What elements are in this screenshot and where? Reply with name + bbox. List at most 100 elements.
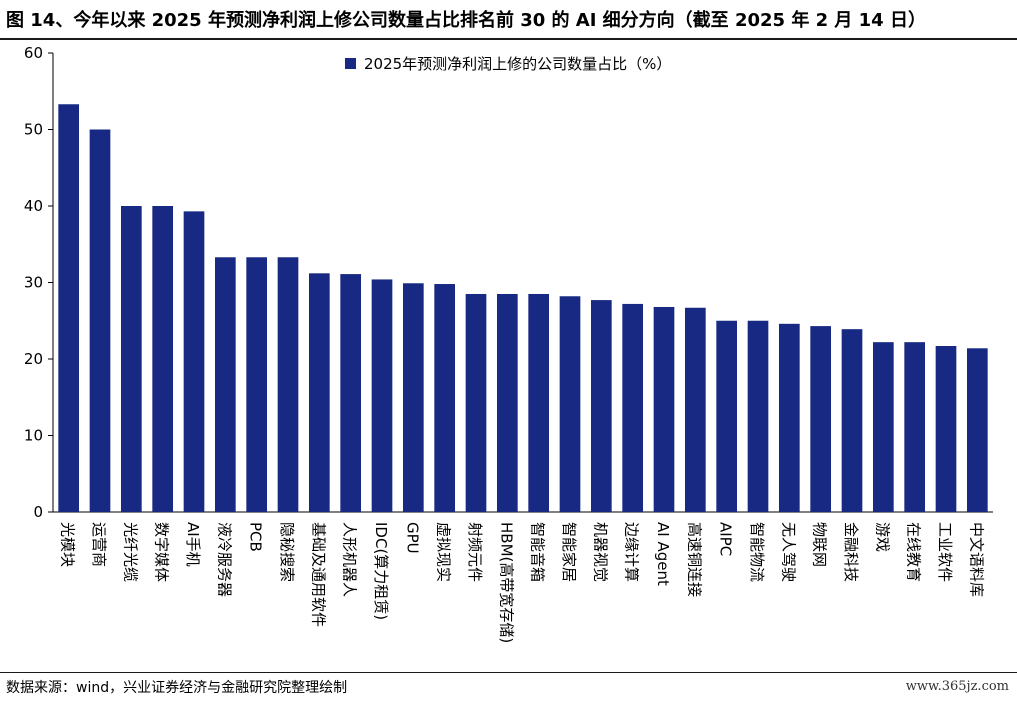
category-label-text: AIPC xyxy=(717,522,735,556)
category-label-text: 无人驾驶 xyxy=(779,522,797,582)
bar xyxy=(340,274,362,512)
category-label: 虚拟现实 xyxy=(435,522,453,582)
bar xyxy=(872,342,894,512)
category-label: 数字媒体 xyxy=(153,522,171,582)
bar xyxy=(89,129,111,512)
bar xyxy=(58,104,80,512)
bar xyxy=(214,257,236,512)
category-label-text: 智能物流 xyxy=(748,522,766,582)
category-label-text: 高速铜连接 xyxy=(685,522,703,597)
chart-axes: 0 10 20 30 40 50 60 xyxy=(24,44,993,521)
category-label: 光纤光缆 xyxy=(121,522,139,582)
category-label: 隐秘搜索 xyxy=(278,522,296,582)
category-label: 智能物流 xyxy=(748,522,766,582)
category-label: 在线教育 xyxy=(905,522,923,582)
bar xyxy=(152,206,174,512)
category-labels: 光模块 运营商 光纤光缆 数字媒体 AI手机 液冷服务器 PCB 隐秘搜索 基础及通用软件 人形机… xyxy=(59,522,986,643)
bar xyxy=(465,293,487,512)
category-label-text: PCB xyxy=(247,522,265,552)
bar xyxy=(590,300,612,512)
category-label-text: 智能家居 xyxy=(560,522,578,582)
category-label: 光模块 xyxy=(59,522,77,567)
bar xyxy=(653,306,675,512)
category-label-text: 光模块 xyxy=(59,522,77,567)
legend-label: 2025年预测净利润上修的公司数量占比（%） xyxy=(364,55,671,73)
category-label: AI手机 xyxy=(184,522,202,567)
category-label: 机器视觉 xyxy=(591,522,609,582)
bar xyxy=(904,342,926,512)
category-label: PCB xyxy=(247,522,265,552)
category-label: IDC(算力租赁) xyxy=(372,522,390,620)
bar-chart: 0 10 20 30 40 50 60 光模块 运营商 光纤光缆 数字媒体 AI手机 液冷服务器 PCB… xyxy=(24,44,993,643)
category-label: 边缘计算 xyxy=(623,522,641,582)
legend-swatch xyxy=(345,58,356,69)
category-label-text: HBM(高带宽存储) xyxy=(497,522,515,643)
category-label: 无人驾驶 xyxy=(779,522,797,582)
y-tick-label: 0 xyxy=(33,503,43,521)
category-label-text: AI Agent xyxy=(654,522,672,586)
category-label: AIPC xyxy=(717,522,735,556)
bar xyxy=(496,293,518,512)
watermark: www.365jz.com xyxy=(905,679,1009,694)
bar xyxy=(559,296,581,512)
category-label: 智能音箱 xyxy=(529,522,547,582)
y-tick-label: 20 xyxy=(24,350,43,368)
category-label-text: 边缘计算 xyxy=(623,522,641,582)
y-tick-label: 40 xyxy=(24,197,43,215)
category-label-text: IDC(算力租赁) xyxy=(372,522,390,620)
category-label-text: 液冷服务器 xyxy=(215,522,233,597)
bar xyxy=(277,257,299,512)
bar xyxy=(810,326,832,512)
category-label-text: 在线教育 xyxy=(905,522,923,582)
bar xyxy=(622,303,644,512)
y-tick-label: 30 xyxy=(24,274,43,292)
bar xyxy=(778,323,800,512)
category-label-text: AI手机 xyxy=(184,522,202,567)
bar xyxy=(402,283,424,512)
category-label-text: 数字媒体 xyxy=(153,522,171,582)
category-label-text: 金融科技 xyxy=(842,522,860,582)
category-label-text: GPU xyxy=(403,522,421,554)
bar xyxy=(747,320,769,512)
chart-legend: 2025年预测净利润上修的公司数量占比（%） xyxy=(345,55,671,73)
category-label: AI Agent xyxy=(654,522,672,586)
category-label: 运营商 xyxy=(90,522,108,567)
category-label: 物联网 xyxy=(811,522,829,567)
category-label: 人形机器人 xyxy=(341,522,359,597)
category-label-text: 隐秘搜索 xyxy=(278,522,296,582)
category-label: 游戏 xyxy=(873,522,891,552)
y-tick-label: 60 xyxy=(24,44,43,62)
category-label-text: 虚拟现实 xyxy=(435,522,453,582)
bar xyxy=(371,279,393,512)
category-label-text: 基础及通用软件 xyxy=(309,522,327,627)
bar xyxy=(716,320,738,512)
category-label: 工业软件 xyxy=(936,522,954,582)
category-label: 基础及通用软件 xyxy=(309,522,327,627)
category-label: 液冷服务器 xyxy=(215,522,233,597)
bar xyxy=(308,273,330,512)
category-label: 智能家居 xyxy=(560,522,578,582)
bar xyxy=(966,348,988,512)
category-label-text: 光纤光缆 xyxy=(121,522,139,582)
category-label-text: 工业软件 xyxy=(936,522,954,582)
bar xyxy=(935,346,957,512)
category-label-text: 机器视觉 xyxy=(591,522,609,582)
category-label-text: 游戏 xyxy=(873,522,891,552)
category-label-text: 运营商 xyxy=(90,522,108,567)
category-label-text: 物联网 xyxy=(811,522,829,567)
bar xyxy=(246,257,268,512)
bar xyxy=(528,293,550,512)
category-label-text: 智能音箱 xyxy=(529,522,547,582)
source-note: 数据来源：wind，兴业证券经济与金融研究院整理绘制 xyxy=(6,680,348,696)
chart-title: 图 14、今年以来 2025 年预测净利润上修公司数量占比排名前 30 的 AI… xyxy=(6,10,926,31)
bar xyxy=(684,307,706,512)
bar xyxy=(841,329,863,512)
y-tick-label: 50 xyxy=(24,121,43,139)
bar xyxy=(120,206,142,512)
category-label-text: 中文语料库 xyxy=(967,522,985,597)
bar xyxy=(434,284,456,512)
category-label-text: 射频元件 xyxy=(466,522,484,582)
y-tick-label: 10 xyxy=(24,427,43,445)
bar xyxy=(183,211,205,513)
category-label: GPU xyxy=(403,522,421,554)
